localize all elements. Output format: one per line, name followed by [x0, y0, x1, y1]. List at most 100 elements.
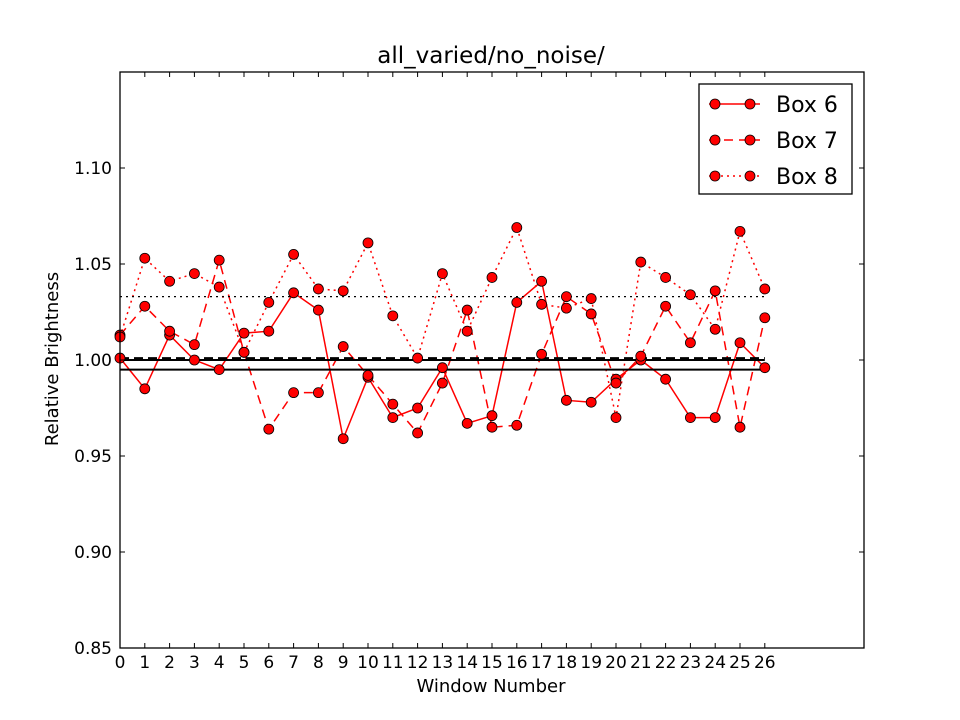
data-point	[213, 281, 225, 293]
data-point	[461, 304, 473, 316]
data-points	[114, 222, 771, 445]
data-point	[536, 348, 547, 360]
data-point	[337, 341, 349, 352]
x-tick-label: 2	[164, 653, 175, 673]
data-point	[412, 402, 424, 414]
x-tick-label: 18	[556, 653, 578, 673]
data-point	[759, 283, 771, 295]
chart-title: all_varied/no_noise/	[377, 43, 605, 69]
data-point	[759, 312, 771, 324]
legend-marker	[709, 134, 721, 146]
data-point	[263, 423, 275, 435]
y-tick-label: 1.05	[74, 255, 112, 275]
data-point	[685, 289, 696, 301]
x-tick-label: 12	[407, 653, 429, 673]
legend-label-3: Box 8	[776, 165, 838, 190]
x-tick-label: 25	[729, 653, 751, 673]
legend-label-2: Box 7	[776, 129, 838, 154]
data-point	[288, 387, 300, 399]
data-point	[610, 377, 622, 389]
data-point	[288, 248, 300, 260]
legend-marker	[709, 170, 721, 182]
x-tick-label: 19	[580, 653, 602, 673]
series-line-2	[119, 257, 766, 435]
data-point	[635, 350, 647, 362]
axis-ticks: 0 1 2 3 4 5 6 7 8 9 10 11 12 13 14 15 16 17 18 19 20 21 22 23 24…	[74, 72, 864, 673]
legend-marker	[744, 98, 756, 110]
x-tick-label: 11	[382, 653, 404, 673]
x-tick-label: 1	[139, 653, 150, 673]
data-point	[734, 337, 746, 349]
x-tick-label: 15	[481, 653, 503, 673]
legend-frame	[698, 83, 853, 195]
data-point	[312, 283, 324, 295]
data-point	[263, 325, 275, 337]
x-tick-label: 14	[456, 653, 478, 673]
y-tick-label: 0.95	[74, 447, 112, 467]
data-point	[164, 325, 176, 337]
data-point	[511, 222, 523, 233]
data-point	[362, 369, 374, 381]
data-point	[685, 412, 696, 424]
x-tick-label: 20	[605, 653, 627, 673]
x-tick-label: 23	[680, 653, 702, 673]
data-point	[461, 417, 473, 429]
data-point	[139, 383, 151, 395]
data-point	[610, 412, 622, 424]
y-axis-label: Relative Brightness	[42, 272, 63, 446]
data-point	[387, 310, 399, 322]
x-tick-label: 21	[630, 653, 652, 673]
y-tick-label: 1.10	[74, 159, 112, 179]
x-tick-label: 7	[288, 653, 299, 673]
data-point	[660, 272, 671, 283]
y-tick-label: 1.00	[74, 351, 112, 371]
x-tick-label: 13	[432, 653, 454, 673]
data-point	[288, 287, 300, 299]
legend-marker	[744, 170, 756, 182]
data-point	[734, 225, 746, 237]
data-point	[362, 237, 374, 249]
x-tick-label: 16	[506, 653, 528, 673]
data-point	[213, 364, 225, 376]
data-point	[486, 272, 498, 283]
data-point	[312, 387, 324, 399]
data-point	[387, 398, 399, 410]
data-point	[660, 373, 671, 385]
data-point	[585, 308, 597, 320]
data-point	[734, 421, 746, 433]
data-point	[660, 300, 671, 312]
data-point	[436, 268, 448, 280]
x-tick-label: 4	[214, 653, 225, 673]
data-point	[213, 254, 225, 266]
data-point	[561, 394, 572, 406]
data-point	[759, 362, 771, 374]
data-point	[709, 323, 721, 335]
data-point	[709, 412, 721, 424]
plot-frame	[119, 71, 865, 649]
data-point	[511, 296, 523, 308]
x-tick-label: 0	[115, 653, 126, 673]
data-point	[238, 327, 250, 339]
x-tick-label: 10	[357, 653, 379, 673]
data-point	[337, 285, 349, 297]
x-tick-label: 9	[338, 653, 349, 673]
x-tick-label: 6	[263, 653, 274, 673]
legend-marker	[744, 134, 756, 146]
x-tick-label: 26	[754, 653, 776, 673]
data-point	[585, 396, 597, 408]
x-tick-label: 3	[189, 653, 200, 673]
data-point	[436, 377, 448, 389]
y-tick-label: 0.90	[74, 543, 112, 563]
x-axis-label: Window Number	[416, 676, 566, 697]
data-point	[536, 275, 547, 287]
data-point	[164, 275, 176, 287]
data-point	[561, 291, 572, 303]
x-tick-label: 5	[239, 653, 250, 673]
data-point	[486, 421, 498, 433]
x-tick-label: 17	[531, 653, 553, 673]
data-point	[685, 337, 696, 349]
data-point	[585, 293, 597, 304]
legend-label-1: Box 6	[776, 93, 838, 118]
data-point	[412, 352, 424, 364]
data-point	[412, 427, 424, 439]
